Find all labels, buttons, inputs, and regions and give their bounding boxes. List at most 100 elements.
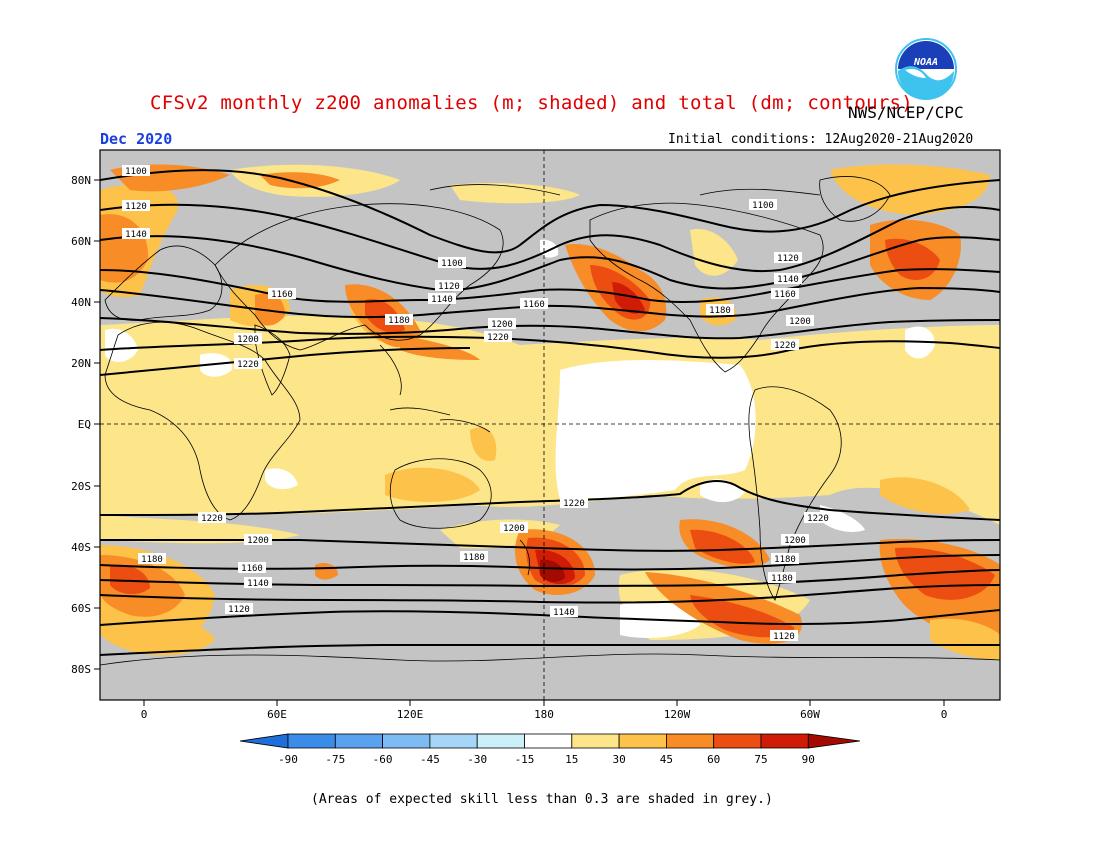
contour-label: 1220 bbox=[560, 497, 588, 509]
lat-label: 20S bbox=[71, 480, 91, 493]
axis-ticks bbox=[94, 179, 945, 706]
agency-label: NWS/NCEP/CPC bbox=[848, 103, 964, 122]
anomaly-region bbox=[110, 564, 150, 595]
contour-label: 1220 bbox=[234, 358, 262, 370]
svg-text:1220: 1220 bbox=[487, 333, 509, 343]
contour-label: 1180 bbox=[138, 553, 166, 565]
colorbar-label: -60 bbox=[373, 753, 393, 766]
initial-conditions: Initial conditions: 12Aug2020-21Aug2020 bbox=[668, 132, 974, 147]
lat-label: 80N bbox=[71, 174, 91, 187]
lon-label: 0 bbox=[141, 708, 148, 721]
contour-label: 1140 bbox=[774, 273, 802, 285]
svg-text:1100: 1100 bbox=[441, 259, 463, 269]
contour-label: 1200 bbox=[244, 534, 272, 546]
anomaly-region bbox=[612, 282, 645, 314]
svg-text:1120: 1120 bbox=[777, 254, 799, 264]
colorbar-label: 15 bbox=[565, 753, 578, 766]
lon-label: 180 bbox=[534, 708, 554, 721]
colorbar-swatch bbox=[334, 733, 383, 749]
svg-text:1140: 1140 bbox=[125, 230, 147, 240]
contour-label: 1160 bbox=[771, 288, 799, 300]
forecast-month: Dec 2020 bbox=[100, 130, 173, 148]
svg-text:1180: 1180 bbox=[388, 316, 410, 326]
contour-label: 1120 bbox=[774, 252, 802, 264]
footnote: (Areas of expected skill less than 0.3 a… bbox=[311, 792, 773, 807]
svg-text:1220: 1220 bbox=[237, 360, 259, 370]
contour-label: 1120 bbox=[770, 630, 798, 642]
contour-label: 1220 bbox=[484, 331, 512, 343]
contour-label: 1220 bbox=[771, 339, 799, 351]
noaa-logo: NOAA bbox=[895, 38, 957, 100]
contour-label: 1220 bbox=[198, 512, 226, 524]
lon-label: 60E bbox=[267, 708, 287, 721]
svg-text:1160: 1160 bbox=[271, 290, 293, 300]
colorbar-swatch bbox=[713, 733, 762, 749]
anomaly-region bbox=[930, 618, 1000, 660]
map-frame bbox=[99, 149, 1001, 701]
svg-text:1180: 1180 bbox=[771, 574, 793, 584]
svg-text:1160: 1160 bbox=[774, 290, 796, 300]
contour-label: 1200 bbox=[500, 522, 528, 534]
colorbar-swatch bbox=[524, 733, 573, 749]
svg-text:1100: 1100 bbox=[752, 201, 774, 211]
contour-label: 1100 bbox=[749, 199, 777, 211]
contour-label: 1200 bbox=[234, 333, 262, 345]
anomaly-region bbox=[130, 618, 215, 656]
lon-label: 0 bbox=[941, 708, 948, 721]
contour-label: 1200 bbox=[786, 315, 814, 327]
contour-label: 1180 bbox=[385, 314, 413, 326]
contour-label: 1120 bbox=[435, 280, 463, 292]
colorbar-label: -90 bbox=[278, 753, 298, 766]
colorbar-label: 30 bbox=[612, 753, 625, 766]
lat-label: 80S bbox=[71, 663, 91, 676]
lat-label: EQ bbox=[78, 418, 91, 431]
contour-label: 1200 bbox=[781, 534, 809, 546]
colorbar-label: -45 bbox=[420, 753, 440, 766]
anomaly-region bbox=[880, 477, 970, 515]
svg-text:1120: 1120 bbox=[438, 282, 460, 292]
contour-label: 1200 bbox=[488, 318, 516, 330]
contour-label: 1160 bbox=[520, 298, 548, 310]
contour-label: 1220 bbox=[804, 512, 832, 524]
anomaly-region bbox=[100, 315, 1000, 525]
anomaly-region bbox=[555, 360, 756, 500]
svg-text:1220: 1220 bbox=[774, 341, 796, 351]
anomaly-region bbox=[200, 353, 233, 377]
colorbar-swatch bbox=[571, 733, 620, 749]
contour-label: 1120 bbox=[225, 603, 253, 615]
colorbar-label: -15 bbox=[515, 753, 535, 766]
svg-text:1120: 1120 bbox=[228, 605, 250, 615]
contour-label: 1180 bbox=[706, 304, 734, 316]
svg-text:1180: 1180 bbox=[463, 553, 485, 563]
colorbar-label: 60 bbox=[707, 753, 720, 766]
contour-label: 1140 bbox=[244, 577, 272, 589]
anomaly-region bbox=[255, 293, 285, 326]
colorbar-label: 75 bbox=[754, 753, 767, 766]
svg-text:1220: 1220 bbox=[201, 514, 223, 524]
svg-text:1140: 1140 bbox=[553, 608, 575, 618]
contour-label: 1140 bbox=[122, 228, 150, 240]
svg-text:1180: 1180 bbox=[774, 555, 796, 565]
contour-label: 1140 bbox=[428, 293, 456, 305]
svg-text:1220: 1220 bbox=[563, 499, 585, 509]
colorbar-label: 45 bbox=[660, 753, 673, 766]
colorbar-label: -75 bbox=[325, 753, 345, 766]
lat-label: 20N bbox=[71, 357, 91, 370]
anomaly-region bbox=[105, 328, 138, 362]
svg-text:1140: 1140 bbox=[777, 275, 799, 285]
height-contours bbox=[100, 169, 1000, 656]
contour-label: 1160 bbox=[268, 288, 296, 300]
svg-text:1180: 1180 bbox=[709, 306, 731, 316]
anomaly-region bbox=[450, 183, 580, 204]
anomaly-region bbox=[820, 505, 865, 532]
svg-text:1200: 1200 bbox=[237, 335, 259, 345]
contour-label: 1180 bbox=[768, 572, 796, 584]
colorbar-swatch bbox=[287, 733, 336, 749]
svg-text:1180: 1180 bbox=[141, 555, 163, 565]
colorbar-swatch bbox=[382, 733, 431, 749]
colorbar-arrow-left bbox=[239, 733, 289, 749]
contour-label: 1100 bbox=[122, 165, 150, 177]
colorbar-arrow-right bbox=[807, 733, 861, 749]
lon-label: 120W bbox=[664, 708, 691, 721]
